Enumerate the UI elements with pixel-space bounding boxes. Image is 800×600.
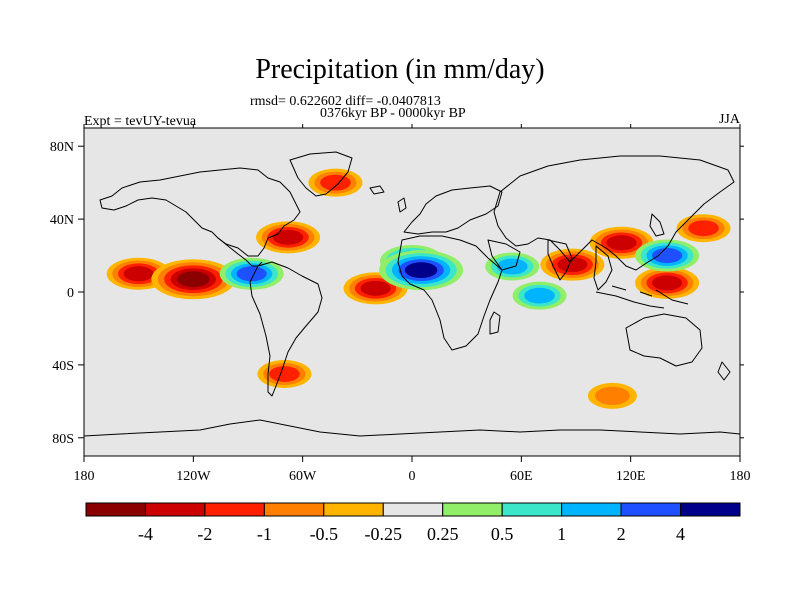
- coast-japan: [649, 213, 665, 237]
- coast-antarctica: [84, 419, 740, 437]
- colorbar-swatch: [442, 502, 503, 517]
- anomaly-field: [106, 168, 731, 409]
- experiment-label: Expt = tevUY-tevua: [84, 114, 197, 129]
- colorbar-swatch: [204, 502, 265, 517]
- y-tick-label: 80S: [52, 432, 74, 447]
- x-tick-label: 180: [74, 469, 95, 484]
- colorbar-label: 4: [676, 524, 685, 544]
- coast-india: [547, 239, 573, 281]
- anomaly-blob: [557, 257, 588, 273]
- anomaly-blob: [236, 266, 267, 282]
- colorbar-label: -2: [197, 524, 212, 544]
- stats-line: rmsd= 0.622602 diff= -0.0407813: [250, 94, 441, 109]
- anomaly-blob: [177, 271, 210, 288]
- anomaly-blob: [404, 262, 438, 278]
- colorbar-label: -0.25: [365, 524, 403, 544]
- anomaly-blob: [496, 258, 528, 275]
- colorbar-label: 1: [557, 524, 566, 544]
- colorbar-swatch: [620, 502, 682, 517]
- coastlines: [84, 151, 740, 437]
- anomaly-blob: [360, 280, 391, 296]
- colorbar-label: -4: [138, 524, 153, 544]
- map-axes: 180 120W 60W 0 60E 120E 180 80N 40N 0 40S 80S: [50, 124, 751, 484]
- colorbar: -4 -2 -1 -0.5 -0.25 0.25 0.5 1 2 4: [85, 502, 741, 544]
- coast-north-america: [99, 167, 301, 257]
- colorbar-label: -1: [257, 524, 272, 544]
- coast-europe: [403, 185, 503, 235]
- anomaly-blob: [273, 229, 304, 245]
- chart-title: Precipitation (in mm/day): [255, 54, 545, 85]
- x-tick-label: 120W: [176, 469, 211, 484]
- colorbar-swatch: [144, 502, 206, 517]
- coast-asia: [493, 155, 735, 271]
- colorbar-swatch: [561, 502, 622, 517]
- coast-madagascar: [489, 311, 501, 335]
- anomaly-blob: [606, 235, 637, 251]
- colorbar-swatch: [501, 502, 563, 517]
- colorbar-swatch: [323, 502, 384, 517]
- colorbar-swatch: [382, 502, 444, 517]
- period-line: 0376kyr BP - 0000kyr BP: [320, 106, 466, 121]
- anomaly-blob: [652, 275, 683, 291]
- x-tick-label: 60W: [289, 469, 317, 484]
- x-tick-label: 60E: [510, 469, 533, 484]
- x-tick-label: 120E: [616, 469, 646, 484]
- y-tick-label: 40N: [50, 213, 74, 228]
- y-tick-label: 0: [67, 286, 74, 301]
- anomaly-blob: [123, 266, 154, 282]
- coast-greenland: [289, 151, 353, 197]
- coast-south-america: [249, 261, 323, 397]
- y-tick-label: 80N: [50, 140, 74, 155]
- coast-australia: [625, 313, 703, 367]
- coast-indochina: [593, 245, 613, 291]
- anomaly-blob: [269, 366, 300, 382]
- coast-uk: [397, 197, 407, 213]
- anomaly-blob: [688, 220, 719, 237]
- colorbar-swatch: [85, 502, 146, 517]
- coast-africa: [397, 235, 503, 351]
- colorbar-label: 0.5: [491, 524, 514, 544]
- anomaly-blob: [652, 248, 683, 264]
- coast-indonesia: [595, 285, 689, 309]
- season-label: JJA: [718, 112, 740, 127]
- x-tick-label: 0: [409, 469, 416, 484]
- anomaly-blob: [524, 287, 555, 304]
- colorbar-label: 0.25: [427, 524, 459, 544]
- x-tick-label: 180: [730, 469, 751, 484]
- anomaly-blob: [595, 386, 630, 406]
- y-tick-label: 40S: [52, 359, 74, 374]
- coast-new-zealand: [717, 361, 731, 381]
- colorbar-label: 2: [617, 524, 626, 544]
- coast-arabia: [487, 239, 521, 271]
- anomaly-blob: [320, 174, 351, 191]
- colorbar-swatch: [263, 502, 325, 517]
- coast-iceland: [369, 185, 385, 195]
- colorbar-label: -0.5: [310, 524, 339, 544]
- colorbar-swatch: [680, 502, 741, 517]
